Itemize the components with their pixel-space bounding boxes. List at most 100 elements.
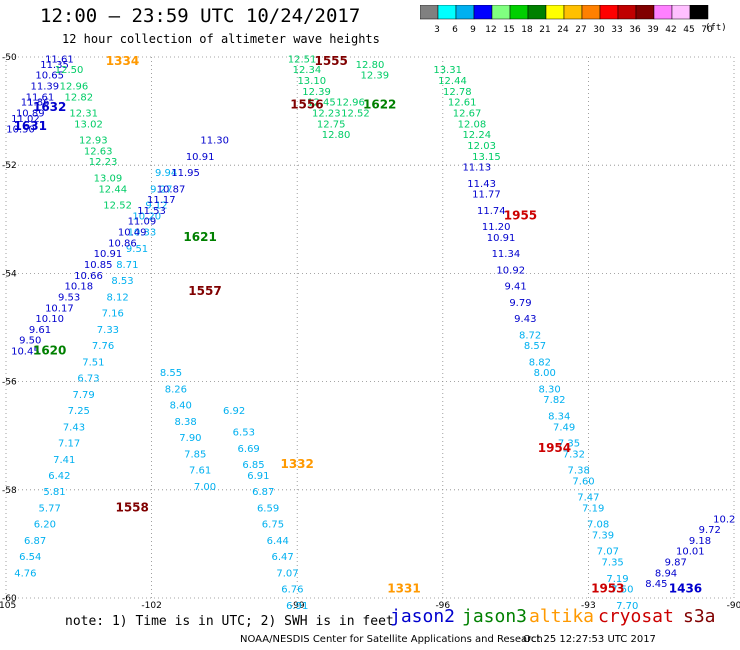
legend-cryosat: cryosat bbox=[598, 606, 674, 627]
credit-line: NOAA/NESDIS Center for Satellite Applica… bbox=[240, 634, 543, 645]
wave-height-point: 10.89 bbox=[16, 109, 45, 120]
wave-height-point: 9.12 bbox=[145, 200, 167, 211]
pass-label: 1622 bbox=[363, 97, 396, 111]
pass-label: 1632 bbox=[33, 100, 66, 114]
wave-height-point: 12.51 bbox=[288, 54, 317, 65]
wave-height-point: 8.26 bbox=[165, 384, 187, 395]
y-tick-label: -50 bbox=[2, 53, 17, 63]
wave-height-point: 10.17 bbox=[45, 303, 74, 314]
wave-height-point: 13.09 bbox=[94, 173, 123, 184]
wave-height-point: 8.94 bbox=[655, 568, 677, 579]
wave-height-point: 10.85 bbox=[84, 260, 113, 271]
wave-height-point: 8.00 bbox=[534, 368, 556, 379]
wave-height-point: 12.03 bbox=[467, 141, 496, 152]
wave-height-point: 12.78 bbox=[443, 87, 472, 98]
wave-height-point: 7.17 bbox=[58, 439, 80, 450]
wave-height-point: 11.02 bbox=[11, 114, 40, 125]
wave-height-point: 7.76 bbox=[92, 341, 114, 352]
wave-height-point: 12.24 bbox=[462, 130, 491, 141]
wave-height-point: 8.72 bbox=[519, 330, 541, 341]
pass-label: 1556 bbox=[290, 97, 323, 111]
wave-height-point: 11.35 bbox=[40, 60, 69, 71]
pass-label: 1953 bbox=[591, 582, 624, 596]
wave-height-point: 6.44 bbox=[267, 536, 289, 547]
wave-height-point: 7.51 bbox=[82, 357, 104, 368]
pass-label: 1555 bbox=[314, 54, 347, 68]
colorbar: 3 6 9 12 15 18 21 24 27 30 33 36 39 42 45 70 bbox=[420, 5, 713, 35]
wave-height-point: 7.79 bbox=[73, 390, 95, 401]
wave-height-point: 12.45 bbox=[307, 98, 336, 109]
x-tick-label: -96 bbox=[435, 601, 450, 610]
wave-height-point: 7.47 bbox=[577, 493, 599, 504]
wave-height-point: 7.90 bbox=[179, 433, 201, 444]
wave-height-point: 9.94 bbox=[155, 168, 177, 179]
generation-timestamp: Oct 25 12:27:53 UTC 2017 bbox=[523, 634, 656, 645]
wave-height-point: 10.49 bbox=[118, 228, 147, 239]
wave-height-point: 6.91 bbox=[247, 471, 269, 482]
wave-height-point: 13.02 bbox=[74, 119, 103, 130]
wave-height-point: 7.00 bbox=[194, 482, 216, 493]
legend-jason2: jason2 bbox=[390, 606, 456, 627]
wave-height-point: 8.38 bbox=[174, 417, 196, 428]
wave-height-point: 12.96 bbox=[336, 98, 365, 109]
wave-height-point: 11.74 bbox=[477, 206, 506, 217]
wave-height-point: 10.92 bbox=[496, 265, 525, 276]
wave-height-point: 12.23 bbox=[312, 109, 341, 120]
colorbar-tick-label: 45 bbox=[683, 25, 694, 35]
wave-height-point: 7.82 bbox=[543, 395, 565, 406]
wave-height-point: 12.50 bbox=[55, 65, 84, 76]
legend-s3a: s3a bbox=[683, 606, 716, 627]
wave-height-point: 7.60 bbox=[572, 476, 594, 487]
wave-height-point: 7.49 bbox=[553, 422, 575, 433]
chart-title: 12:00 – 23:59 UTC 10/24/2017 bbox=[40, 5, 361, 27]
wave-height-point: 10.01 bbox=[676, 547, 705, 558]
wave-height-point: 7.38 bbox=[568, 466, 590, 477]
pass-label: 1331 bbox=[387, 582, 420, 596]
wave-height-point: 9.41 bbox=[504, 282, 526, 293]
wave-height-point: 7.50 bbox=[611, 585, 633, 596]
wave-height-point: 4.76 bbox=[14, 568, 36, 579]
wave-height-point: 8.57 bbox=[524, 341, 546, 352]
wave-height-point: 8.34 bbox=[548, 411, 570, 422]
wave-height-point: 12.67 bbox=[453, 109, 482, 120]
wave-height-point: 7.61 bbox=[189, 466, 211, 477]
wave-height-point: 12.80 bbox=[356, 60, 385, 71]
x-tick-label: -105 bbox=[0, 601, 16, 610]
pass-label: 1955 bbox=[504, 208, 537, 222]
wave-height-point: 7.07 bbox=[276, 568, 298, 579]
wave-height-point: 9.72 bbox=[699, 525, 721, 536]
pass-label: 1332 bbox=[280, 457, 313, 471]
wave-height-point: 11.09 bbox=[128, 217, 157, 228]
wave-height-point: 11.34 bbox=[492, 249, 521, 260]
wave-height-point: 9.43 bbox=[514, 314, 536, 325]
wave-height-point: 10.10 bbox=[35, 314, 64, 325]
wave-height-point: 12.44 bbox=[98, 184, 127, 195]
wave-height-point: 12.75 bbox=[317, 119, 346, 130]
x-tick-label: -99 bbox=[290, 601, 305, 610]
footnote: note: 1) Time is in UTC; 2) SWH is in fe… bbox=[65, 614, 394, 629]
wave-height-point: 7.35 bbox=[558, 439, 580, 450]
pass-label: 1621 bbox=[183, 230, 216, 244]
wave-height-point: 12.44 bbox=[438, 76, 467, 87]
wave-height-point: 11.13 bbox=[462, 163, 491, 174]
wave-height-point: 8.71 bbox=[116, 260, 138, 271]
wave-height-point: 9.79 bbox=[509, 298, 531, 309]
wave-height-point: 9.53 bbox=[58, 292, 80, 303]
wave-height-point: 8.40 bbox=[170, 401, 192, 412]
colorbar-tick-label: 15 bbox=[503, 25, 514, 35]
colorbar-tick-label: 3 bbox=[434, 25, 440, 35]
pass-label: 1436 bbox=[669, 582, 702, 596]
wave-height-point: 12.82 bbox=[64, 92, 93, 103]
pass-label: 1620 bbox=[33, 344, 66, 358]
colorbar-tick-label: 12 bbox=[485, 25, 496, 35]
y-tick-label: -58 bbox=[2, 486, 17, 496]
wave-height-point: 5.81 bbox=[43, 487, 65, 498]
wave-height-point: 10.20 bbox=[132, 211, 161, 222]
wave-height-point: 7.25 bbox=[68, 406, 90, 417]
colorbar-tick-label: 6 bbox=[452, 25, 458, 35]
wave-height-point: 6.54 bbox=[19, 552, 41, 563]
legend-altika: altika bbox=[529, 606, 595, 627]
wave-height-point: 10.91 bbox=[186, 152, 215, 163]
wave-height-point: 11.20 bbox=[482, 222, 511, 233]
wave-height-point: 12.80 bbox=[322, 130, 351, 141]
